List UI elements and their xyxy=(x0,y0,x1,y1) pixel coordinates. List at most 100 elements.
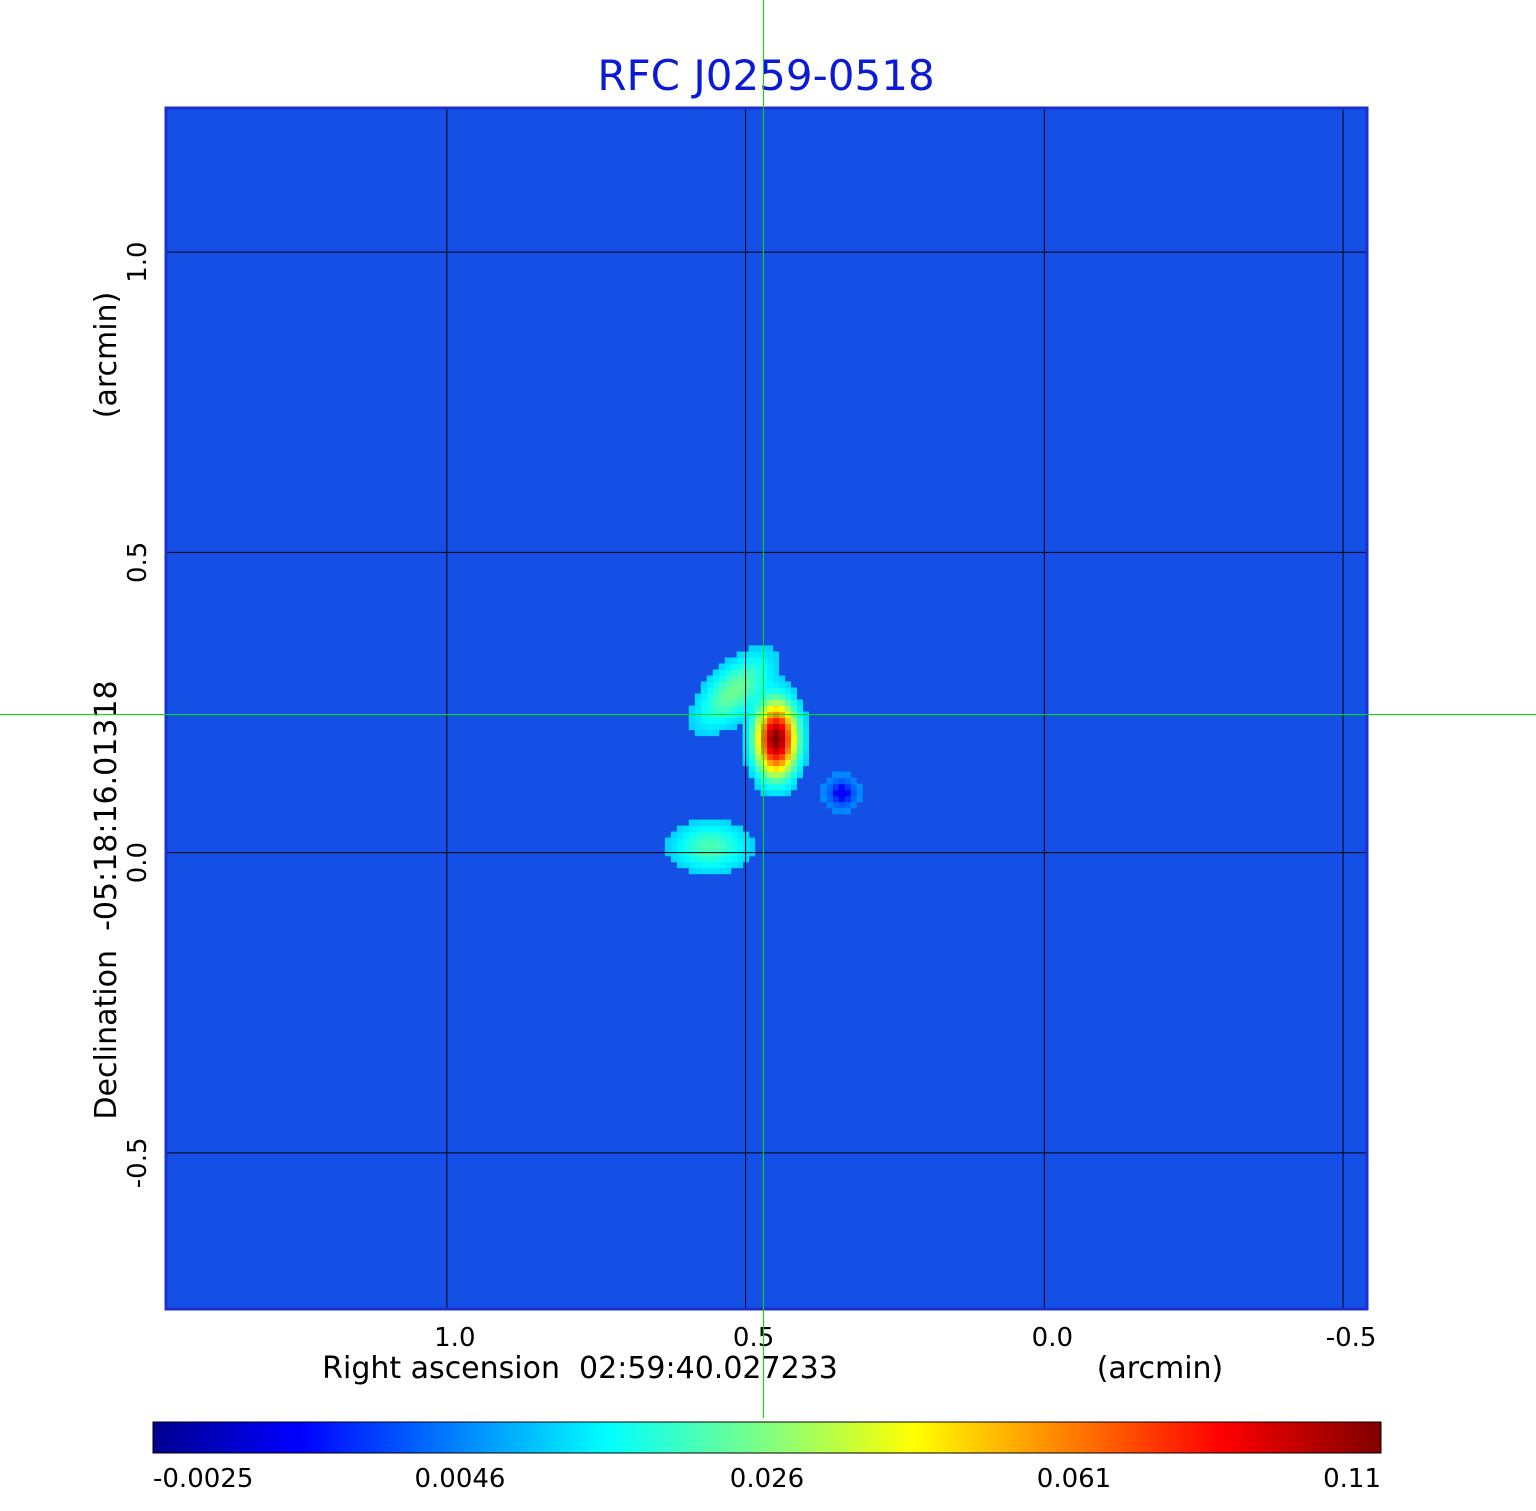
heatmap-cell xyxy=(700,729,708,737)
heatmap-cell xyxy=(748,765,756,773)
heatmap-cell xyxy=(778,687,786,695)
heatmap-cell xyxy=(772,747,780,755)
heatmap-cell xyxy=(736,705,744,713)
heatmap-cell xyxy=(838,771,845,779)
heatmap-cell xyxy=(730,861,738,869)
heatmap-cell xyxy=(664,843,672,851)
heatmap-cell xyxy=(676,843,684,851)
heatmap-cell xyxy=(688,723,696,731)
heatmap-cell xyxy=(736,693,744,701)
heatmap-cell xyxy=(724,675,732,683)
heatmap-cell xyxy=(724,705,732,713)
heatmap-cell xyxy=(736,681,744,689)
heatmap-cell xyxy=(778,765,786,773)
heatmap-cell xyxy=(694,723,702,731)
heatmap-cell xyxy=(838,801,845,809)
heatmap-cell xyxy=(790,759,797,767)
heatmap-cell xyxy=(748,693,756,701)
heatmap-cell xyxy=(700,687,708,695)
heatmap-cell xyxy=(784,771,791,779)
heatmap-cell xyxy=(736,669,744,677)
heatmap-cell xyxy=(790,729,797,737)
heatmap-cell xyxy=(754,669,762,677)
heatmap-cell xyxy=(694,861,702,869)
heatmap-cell xyxy=(730,705,738,713)
heatmap-cell xyxy=(772,705,780,713)
heatmap-cell xyxy=(718,693,726,701)
heatmap-cell xyxy=(790,747,797,755)
heatmap-cell xyxy=(736,831,744,839)
heatmap-cell xyxy=(706,867,714,875)
heatmap-cell xyxy=(712,867,720,875)
heatmap-cell xyxy=(766,729,774,737)
y-axis-unit: (arcmin) xyxy=(89,292,124,419)
heatmap-cell xyxy=(772,783,780,791)
x-tick-label: 0.5 xyxy=(733,1323,774,1353)
heatmap-cell xyxy=(766,771,774,779)
heatmap-cell xyxy=(838,777,845,785)
heatmap-cell xyxy=(766,723,774,731)
heatmap-cell xyxy=(730,675,738,683)
heatmap-cell xyxy=(832,777,839,785)
heatmap-cell xyxy=(736,657,744,665)
heatmap-cell xyxy=(784,717,791,725)
heatmap-cell xyxy=(712,669,720,677)
heatmap-cell xyxy=(754,645,762,652)
heatmap-cell xyxy=(688,867,696,875)
heatmap-cell xyxy=(850,801,857,809)
heatmap-cell xyxy=(784,723,791,731)
heatmap-cell xyxy=(820,789,827,797)
heatmap-cell xyxy=(700,837,708,845)
heatmap-cell xyxy=(706,855,714,863)
heatmap-cell xyxy=(700,705,708,713)
x-tick-label: 1.0 xyxy=(434,1323,475,1353)
heatmap-cell xyxy=(700,861,708,869)
y-axis-label: Declination -05:18:16.01318 xyxy=(89,680,124,1119)
heatmap-cell xyxy=(778,693,786,701)
x-tick-label: -0.5 xyxy=(1326,1323,1377,1353)
heatmap-cell xyxy=(796,759,803,767)
heatmap-cell xyxy=(730,693,738,701)
heatmap-cell xyxy=(778,777,786,785)
heatmap-cell xyxy=(730,717,738,725)
heatmap-cell xyxy=(688,831,696,839)
heatmap-cell xyxy=(784,735,791,743)
heatmap-cell xyxy=(766,669,774,677)
heatmap-cell xyxy=(724,819,732,827)
x-tick-label: 0.0 xyxy=(1032,1323,1073,1353)
heatmap-cell xyxy=(694,699,702,707)
heatmap-cell xyxy=(748,705,756,713)
heatmap-cell xyxy=(772,699,780,707)
heatmap-cell xyxy=(718,819,726,827)
heatmap-cell xyxy=(772,741,780,749)
heatmap-cell xyxy=(832,807,839,815)
heatmap-cell xyxy=(706,699,714,707)
heatmap-cell xyxy=(778,753,786,761)
heatmap-cell xyxy=(784,747,791,755)
heatmap-cell xyxy=(838,783,845,791)
heatmap-cell xyxy=(844,807,851,815)
heatmap-cell xyxy=(796,741,803,749)
heatmap-cell xyxy=(778,675,786,683)
heatmap-cell xyxy=(748,717,756,725)
y-tick-label: 1.0 xyxy=(123,241,153,282)
heatmap-cell xyxy=(802,753,809,761)
heatmap-cell xyxy=(748,669,756,677)
heatmap-cell xyxy=(784,789,791,797)
heatmap-cell xyxy=(724,861,732,869)
heatmap-cell xyxy=(802,735,809,743)
heatmap-cell xyxy=(844,783,851,791)
heatmap-cell xyxy=(724,687,732,695)
heatmap-cell xyxy=(718,717,726,725)
heatmap-cell xyxy=(748,747,756,755)
heatmap-cell xyxy=(724,663,732,671)
heatmap-cell xyxy=(772,759,780,767)
heatmap-cell xyxy=(694,855,702,863)
x-axis-label: Right ascension 02:59:40.027233 xyxy=(322,1351,838,1386)
heatmap-cell xyxy=(748,771,756,779)
heatmap-cell xyxy=(736,843,744,851)
heatmap-cell xyxy=(736,663,744,671)
heatmap-cell xyxy=(712,837,720,845)
heatmap-cell xyxy=(772,723,780,731)
heatmap-cell xyxy=(856,789,863,797)
